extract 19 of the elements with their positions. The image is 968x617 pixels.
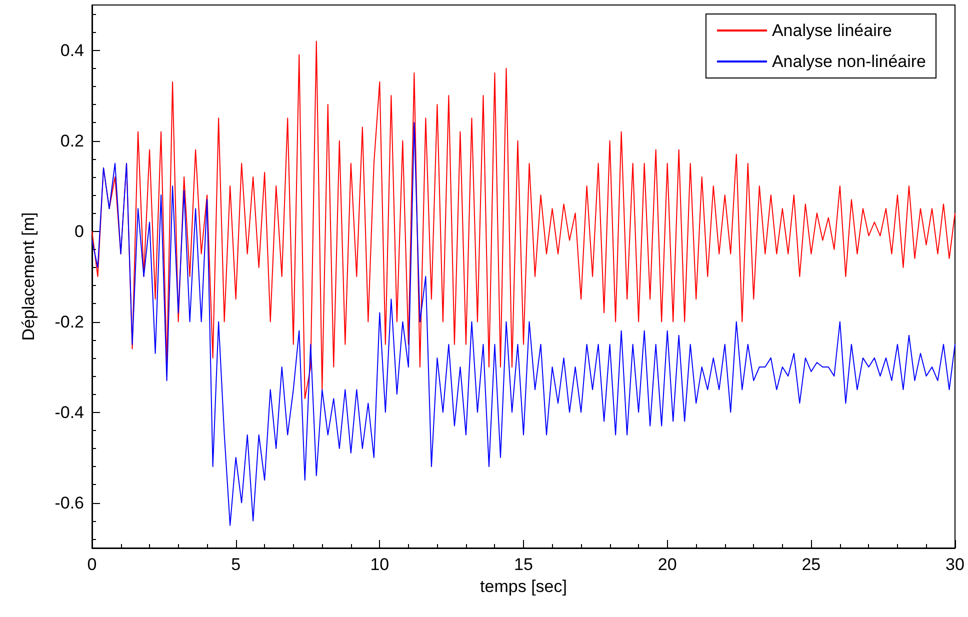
y-tick-label: -0.4 [54, 402, 84, 422]
x-tick-label: 25 [802, 555, 821, 574]
x-axis-title: temps [sec] [480, 577, 567, 596]
x-tick-label: 10 [370, 555, 390, 574]
x-tick-label: 0 [87, 555, 97, 574]
y-tick-label: 0.4 [60, 40, 84, 60]
x-tick-label: 30 [946, 555, 964, 574]
x-tick-label: 5 [231, 555, 241, 574]
y-tick-label: -0.2 [54, 312, 84, 332]
legend-label: Analyse non-linéaire [772, 52, 926, 71]
y-tick-label: 0.2 [60, 131, 84, 150]
y-axis-title: Déplacement [m] [19, 212, 38, 341]
line-series [92, 122, 956, 526]
legend-label: Analyse linéaire [772, 21, 892, 40]
x-tick-label: 15 [514, 555, 533, 574]
x-tick-label: 20 [658, 555, 677, 574]
y-tick-label: 0 [74, 222, 84, 241]
y-tick-label: -0.6 [54, 493, 84, 512]
line-series [92, 40, 956, 400]
